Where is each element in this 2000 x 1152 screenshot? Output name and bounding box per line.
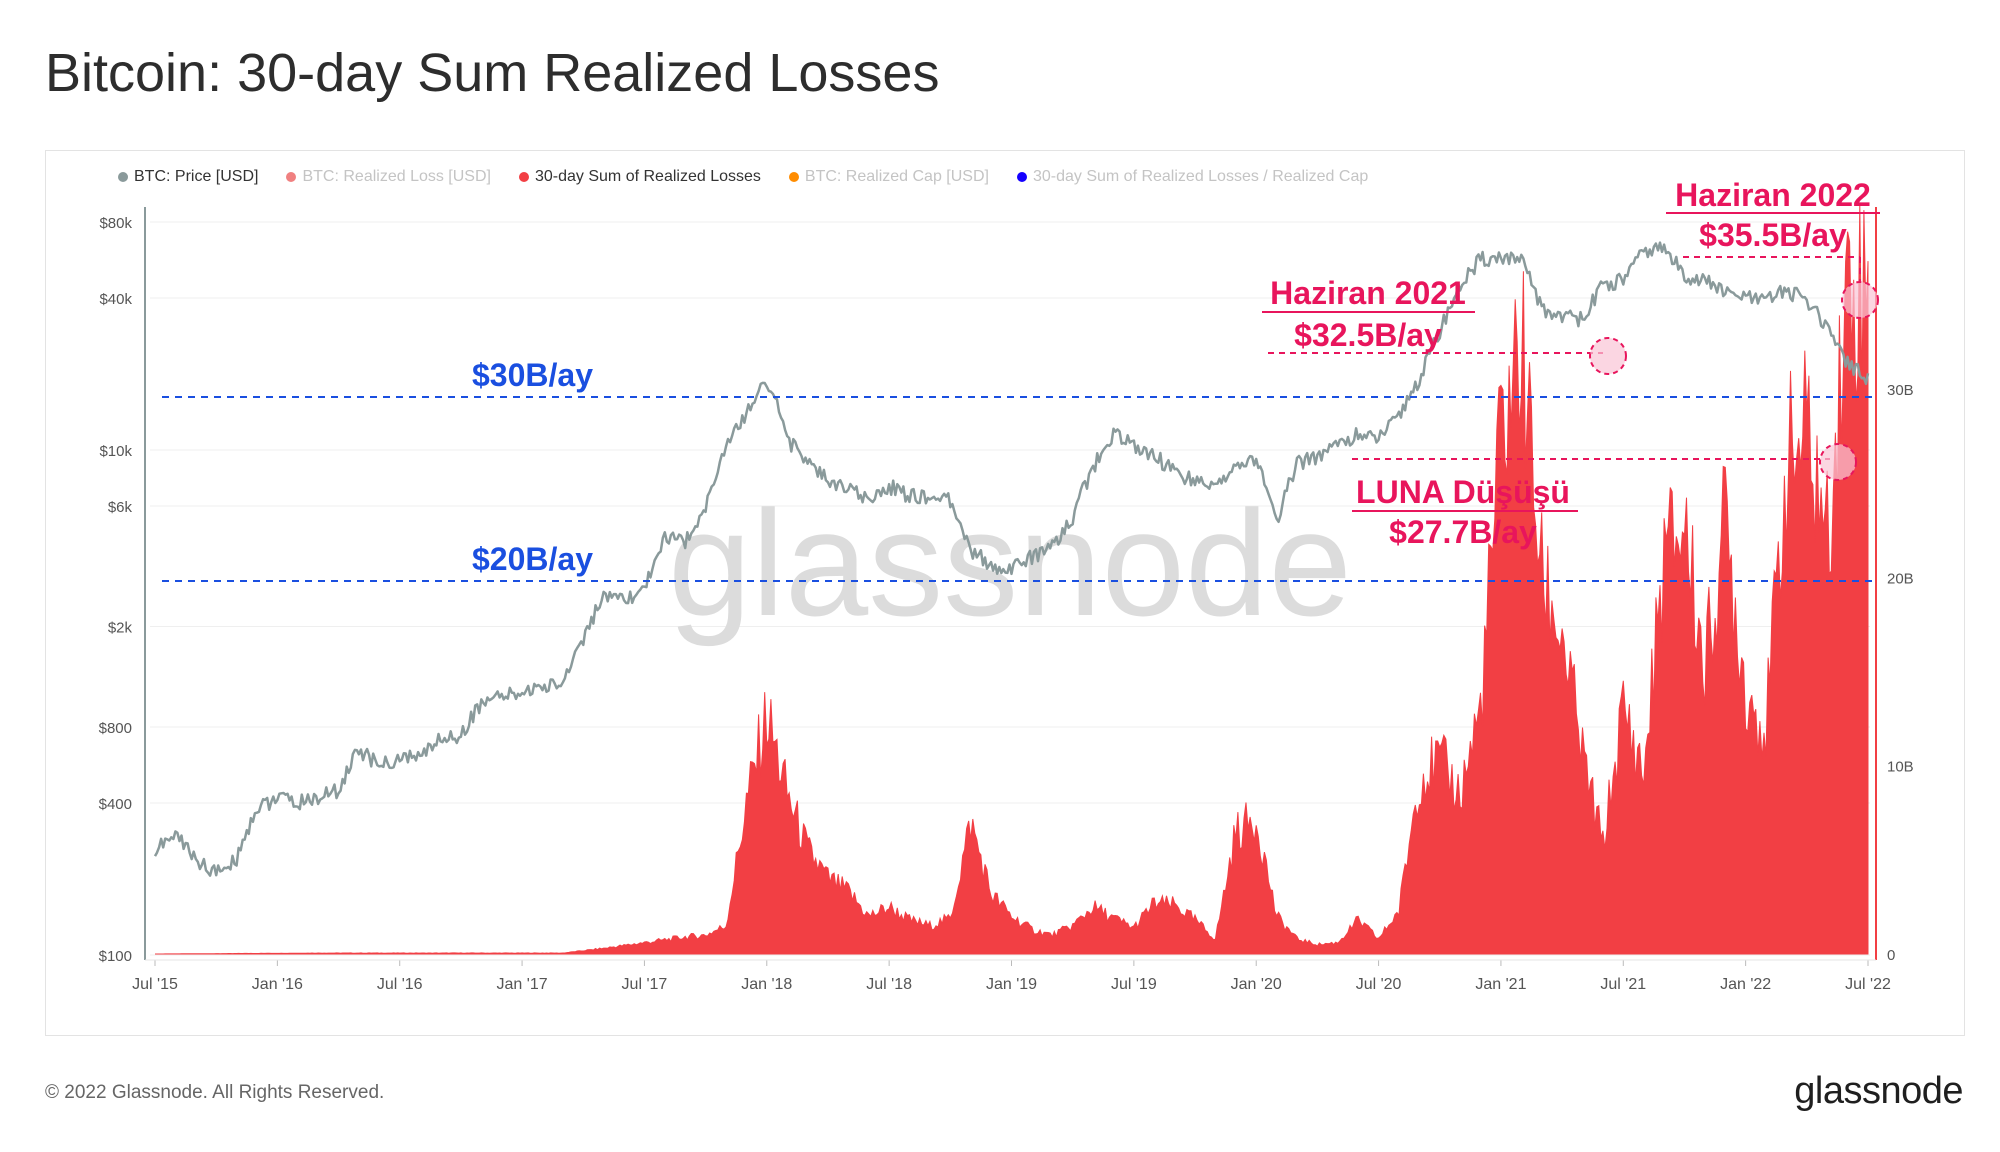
june21-value: $32.5B/ay (1294, 317, 1442, 353)
june21-marker (1589, 337, 1627, 375)
x-tick-label: Jan '22 (1720, 976, 1771, 993)
legend-item-30day-sum[interactable]: 30-day Sum of Realized Losses (518, 168, 761, 186)
legend-item-realized-cap[interactable]: BTC: Realized Cap [USD] (788, 168, 989, 186)
legend-dot-price (118, 172, 128, 182)
x-axis: Jul '15 Jan '16 Jul '16 Jan '17 Jul '17 Jan '… (132, 960, 1891, 993)
legend-label-ratio: 30-day Sum of Realized Losses / Realized… (1032, 168, 1369, 185)
june22-title: Haziran 2022 (1675, 177, 1871, 213)
glassnode-logo: glassnode (1794, 1070, 1963, 1112)
watermark: glassnode (668, 479, 1352, 647)
x-tick-label: Jul '21 (1600, 976, 1646, 993)
left-tick-label: $80k (99, 215, 132, 232)
annotation-june-2022: Haziran 2022 $35.5B/ay (1666, 177, 1880, 319)
luna-value: $27.7B/ay (1389, 514, 1537, 550)
luna-marker (1819, 443, 1857, 481)
x-tick-label: Jan '16 (252, 976, 303, 993)
legend-label-realized-cap: BTC: Realized Cap [USD] (804, 168, 989, 185)
label-20b: $20B/ay (472, 541, 593, 577)
legend-dot-realized-loss (286, 172, 297, 182)
legend: BTC: Price [USD] BTC: Realized Loss [USD… (118, 168, 1368, 186)
right-tick-label: 20B (1887, 570, 1914, 587)
annotation-june-2021: Haziran 2021 $32.5B/ay (1262, 275, 1627, 375)
copyright: © 2022 Glassnode. All Rights Reserved. (45, 1082, 385, 1103)
legend-item-price[interactable]: BTC: Price [USD] (118, 168, 258, 186)
legend-label-price: BTC: Price [USD] (134, 168, 259, 185)
june21-title: Haziran 2021 (1270, 275, 1466, 311)
losses-area-group (155, 204, 1869, 955)
x-tick-label: Jul '15 (132, 976, 178, 993)
legend-item-ratio[interactable]: 30-day Sum of Realized Losses / Realized… (1016, 168, 1369, 186)
right-tick-label: 0 (1887, 947, 1895, 964)
right-tick-label: 10B (1887, 759, 1914, 776)
x-tick-label: Jul '18 (866, 976, 912, 993)
right-tick-label: 30B (1887, 382, 1914, 399)
luna-title: LUNA Düşüşü (1356, 474, 1570, 510)
label-30b: $30B/ay (472, 357, 593, 393)
chart-title: Bitcoin: 30-day Sum Realized Losses (45, 43, 940, 103)
june22-marker (1841, 281, 1879, 319)
left-tick-label: $6k (108, 499, 133, 516)
x-tick-label: Jan '19 (986, 976, 1037, 993)
legend-item-realized-loss[interactable]: BTC: Realized Loss [USD] (286, 168, 491, 186)
left-tick-label: $100 (99, 948, 132, 965)
left-tick-label: $10k (99, 443, 132, 460)
losses-area (155, 204, 1869, 955)
legend-dot-ratio (1016, 172, 1027, 182)
x-tick-label: Jul '19 (1111, 976, 1157, 993)
legend-label-realized-loss: BTC: Realized Loss [USD] (302, 168, 491, 185)
grid (150, 221, 1870, 956)
right-axis: 30B 20B 10B 0 (1887, 382, 1914, 964)
x-tick-label: Jan '18 (741, 976, 792, 993)
x-tick-label: Jan '21 (1475, 976, 1526, 993)
x-tick-label: Jul '20 (1356, 976, 1402, 993)
left-tick-label: $40k (99, 291, 132, 308)
june22-value: $35.5B/ay (1699, 217, 1847, 253)
x-tick-label: Jul '16 (377, 976, 423, 993)
price-line (153, 241, 1870, 877)
annotation-luna: LUNA Düşüşü $27.7B/ay (1352, 443, 1857, 550)
legend-label-30day-sum: 30-day Sum of Realized Losses (534, 168, 761, 185)
legend-dot-30day-sum (518, 172, 529, 182)
left-axis: $80k $40k $10k $6k $2k $800 $400 $100 (99, 215, 133, 965)
x-tick-label: Jul '22 (1845, 976, 1891, 993)
left-tick-label: $800 (99, 720, 132, 737)
price-line-group (153, 241, 1870, 877)
left-tick-label: $400 (99, 796, 132, 813)
legend-dot-realized-cap (788, 172, 799, 182)
x-tick-label: Jan '20 (1231, 976, 1282, 993)
left-tick-label: $2k (108, 620, 133, 637)
x-tick-label: Jul '17 (622, 976, 668, 993)
x-tick-label: Jan '17 (497, 976, 548, 993)
